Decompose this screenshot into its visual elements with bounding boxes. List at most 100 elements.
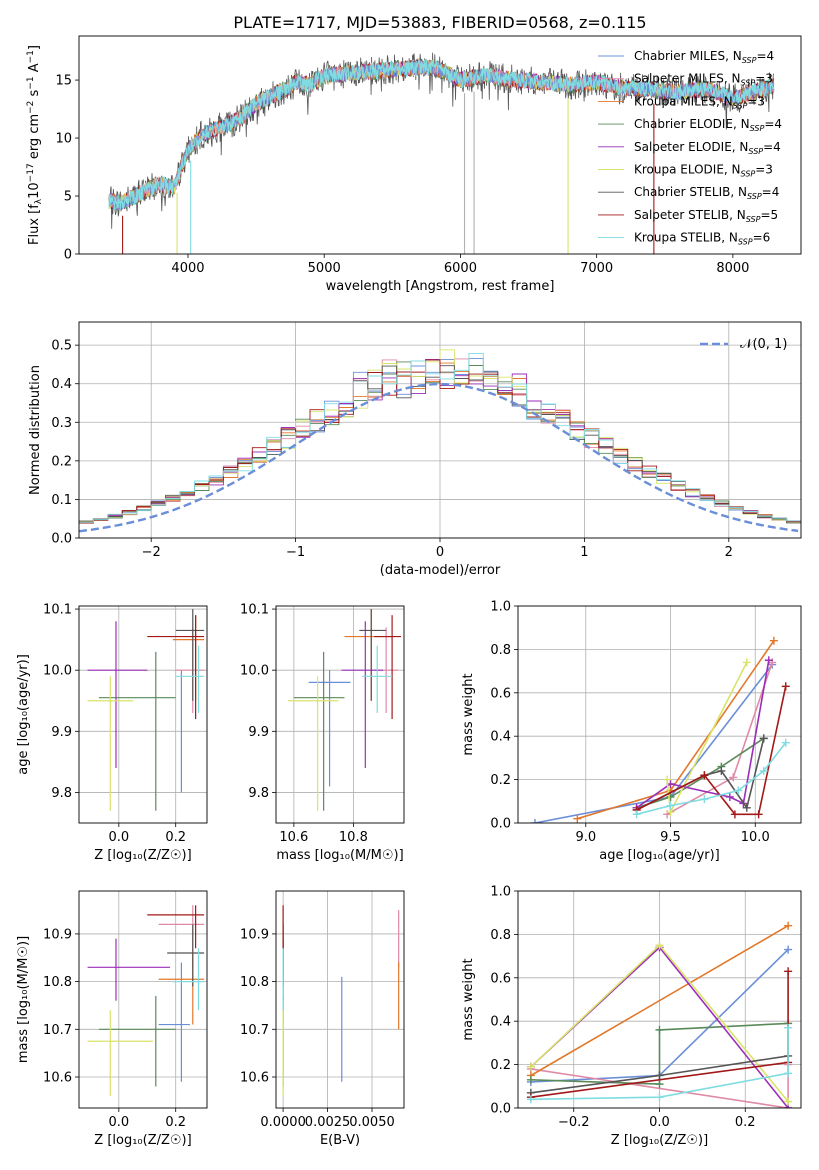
weight-marker-chabrier_miles <box>530 819 539 823</box>
legend-label-kroupa_elodie: Kroupa ELODIE, NSSP=3 <box>634 163 773 179</box>
y-tick-label: 9.9 <box>248 725 269 740</box>
weight-marker-kroupa_stelib <box>666 801 675 810</box>
y-axis-label-part: 10 <box>27 182 42 199</box>
axes-frame <box>275 605 405 824</box>
y-tick-label: 9.8 <box>248 786 269 801</box>
y-tick-label: 0.1 <box>51 493 72 508</box>
legend-name: Chabrier MILES, N <box>634 49 742 63</box>
weight-line-kroupa_stelib <box>530 1027 789 1101</box>
y-tick-label: 0.4 <box>51 377 72 392</box>
y-axis-label: mass weight <box>461 673 476 755</box>
axes-weight_vs_Z: −0.2 0.0 0.2 0.0 0.2 0.4 0.6 0.8 1.0 Z [log₁₀(Z/Z… <box>461 885 802 1148</box>
weight-marker-kroupa_miles <box>784 921 793 930</box>
x-axis-label: age [log₁₀(age/yr)] <box>599 848 720 863</box>
x-tick-label: 0.0000 <box>260 1115 306 1130</box>
weight-marker-kroupa_elodie <box>663 775 672 784</box>
x-tick-label: 0.2 <box>735 1115 756 1130</box>
legend-name: Salpeter MILES, N <box>634 72 741 86</box>
x-tick-label: 0.0050 <box>349 1115 395 1130</box>
legend-sub: SSP <box>750 124 765 133</box>
legend-sub: SSP <box>746 215 761 224</box>
weight-marker-chabrier_elodie <box>666 792 675 801</box>
weight-marker-chabrier_stelib <box>759 734 768 743</box>
weight-marker-kroupa_elodie <box>784 1097 793 1106</box>
weight-line-kroupa_stelib <box>636 742 787 816</box>
legend-name: Kroupa STELIB, N <box>634 231 738 245</box>
weight-line-chabrier_elodie <box>636 737 765 809</box>
legend-sub: SSP <box>748 147 763 156</box>
legend-label-chabrier_miles: Chabrier MILES, NSSP=4 <box>634 49 774 65</box>
axes-frame <box>517 890 802 1109</box>
x-tick-label: −0.2 <box>558 1115 590 1130</box>
y-tick-label: 10.1 <box>240 603 269 618</box>
legend-label-salpeter_stelib: Salpeter STELIB, NSSP=5 <box>634 208 778 224</box>
x-tick-label: 6000 <box>444 261 477 276</box>
weight-marker-kroupa_elodie <box>742 658 751 667</box>
x-tick-label: 9.5 <box>660 830 681 845</box>
legend-suffix: =5 <box>760 208 778 222</box>
legend-name: Kroupa ELODIE, N <box>634 163 741 177</box>
legend-suffix: =3 <box>755 72 773 86</box>
y-tick-label: 5 <box>64 190 72 205</box>
y-tick-label: 0.4 <box>490 730 511 745</box>
axes-age_vs_Z: 0.0 0.2 9.8 9.9 10.0 10.1 Z [log₁₀(Z/Z☉)] age [… <box>16 603 208 863</box>
weight-marker-kroupa_stelib <box>655 1093 664 1102</box>
weight-line-salpeter_elodie <box>636 660 770 809</box>
y-axis-label-part: Flux [f <box>27 204 42 245</box>
y-axis-label-part: −2 <box>26 101 36 114</box>
hist-step-kroupa_elodie <box>79 349 801 526</box>
axes-weight_vs_age: 9.0 9.5 10.0 0.0 0.2 0.4 0.6 0.8 1.0 age [log₁₀(a… <box>461 600 802 863</box>
x-tick-label: 0.2 <box>165 1115 186 1130</box>
weight-marker-kroupa_elodie <box>526 1062 535 1071</box>
y-axis-label-part: s <box>27 89 42 100</box>
y-tick-label: 0.2 <box>490 773 511 788</box>
axes-mass_vs_Z: 0.0 0.2 10.6 10.7 10.8 10.9 Z [log₁₀(Z/Z☉)] mas… <box>16 890 208 1148</box>
weight-marker-kroupa_stelib <box>734 786 743 795</box>
x-axis-label: wavelength [Angstrom, rest frame] <box>326 279 555 294</box>
legend-name: Salpeter STELIB, N <box>634 208 746 222</box>
y-axis-label: mass weight <box>461 958 476 1040</box>
y-tick-label: 10.6 <box>240 1071 269 1086</box>
weight-marker-chabrier_miles <box>784 945 793 954</box>
y-tick-label: 10 <box>55 132 72 147</box>
x-axis-label: Z [log₁₀(Z/Z☉)] <box>611 1133 708 1148</box>
y-tick-label: 0.2 <box>51 454 72 469</box>
legend-label-salpeter_miles: Salpeter MILES, NSSP=3 <box>634 72 773 88</box>
plot-area <box>79 891 207 1108</box>
weight-marker-kroupa_stelib <box>632 810 641 819</box>
y-tick-label: 0.8 <box>490 928 511 943</box>
weight-marker-salpeter_miles <box>729 773 738 782</box>
axes-frame <box>78 890 208 1109</box>
legend-suffix: =4 <box>764 117 782 131</box>
x-tick-label: 0.0 <box>108 1115 129 1130</box>
legend-name: Chabrier ELODIE, N <box>634 117 750 131</box>
weight-line-salpeter_stelib <box>636 686 787 816</box>
axes-frame <box>78 35 802 255</box>
y-tick-label: 10.9 <box>43 927 72 942</box>
legend-suffix: =4 <box>763 140 781 154</box>
weight-marker-kroupa_miles <box>769 636 778 645</box>
legend-label-chabrier_elodie: Chabrier ELODIE, NSSP=4 <box>634 117 782 133</box>
y-tick-label: 0 <box>64 248 72 263</box>
y-tick-label: 1.0 <box>490 885 511 900</box>
weight-line-kroupa_miles <box>530 925 789 1077</box>
weight-marker-salpeter_stelib <box>700 771 709 780</box>
y-tick-label: 0.0 <box>490 817 511 832</box>
y-tick-label: 10.8 <box>43 975 72 990</box>
x-axis-label: E(B-V) <box>320 1133 360 1148</box>
weight-marker-salpeter_stelib <box>784 967 793 976</box>
x-tick-label: 10.0 <box>741 830 770 845</box>
axes-age_vs_mass: 10.6 10.8 9.8 9.9 10.0 10.1 mass [log₁₀(M/M☉)] <box>240 603 405 863</box>
y-tick-label: 0.2 <box>490 1058 511 1073</box>
weight-marker-salpeter_stelib <box>730 810 739 819</box>
x-axis-label: Z [log₁₀(Z/Z☉)] <box>94 1133 191 1148</box>
weight-marker-kroupa_stelib <box>784 1069 793 1078</box>
legend-label-chabrier_stelib: Chabrier STELIB, NSSP=4 <box>634 185 779 201</box>
plot-area <box>79 606 207 823</box>
y-tick-label: 9.8 <box>51 786 72 801</box>
legend-suffix: =4 <box>762 185 780 199</box>
y-axis-label-part: −1 <box>26 50 36 63</box>
weight-marker-kroupa_stelib <box>784 1023 793 1032</box>
